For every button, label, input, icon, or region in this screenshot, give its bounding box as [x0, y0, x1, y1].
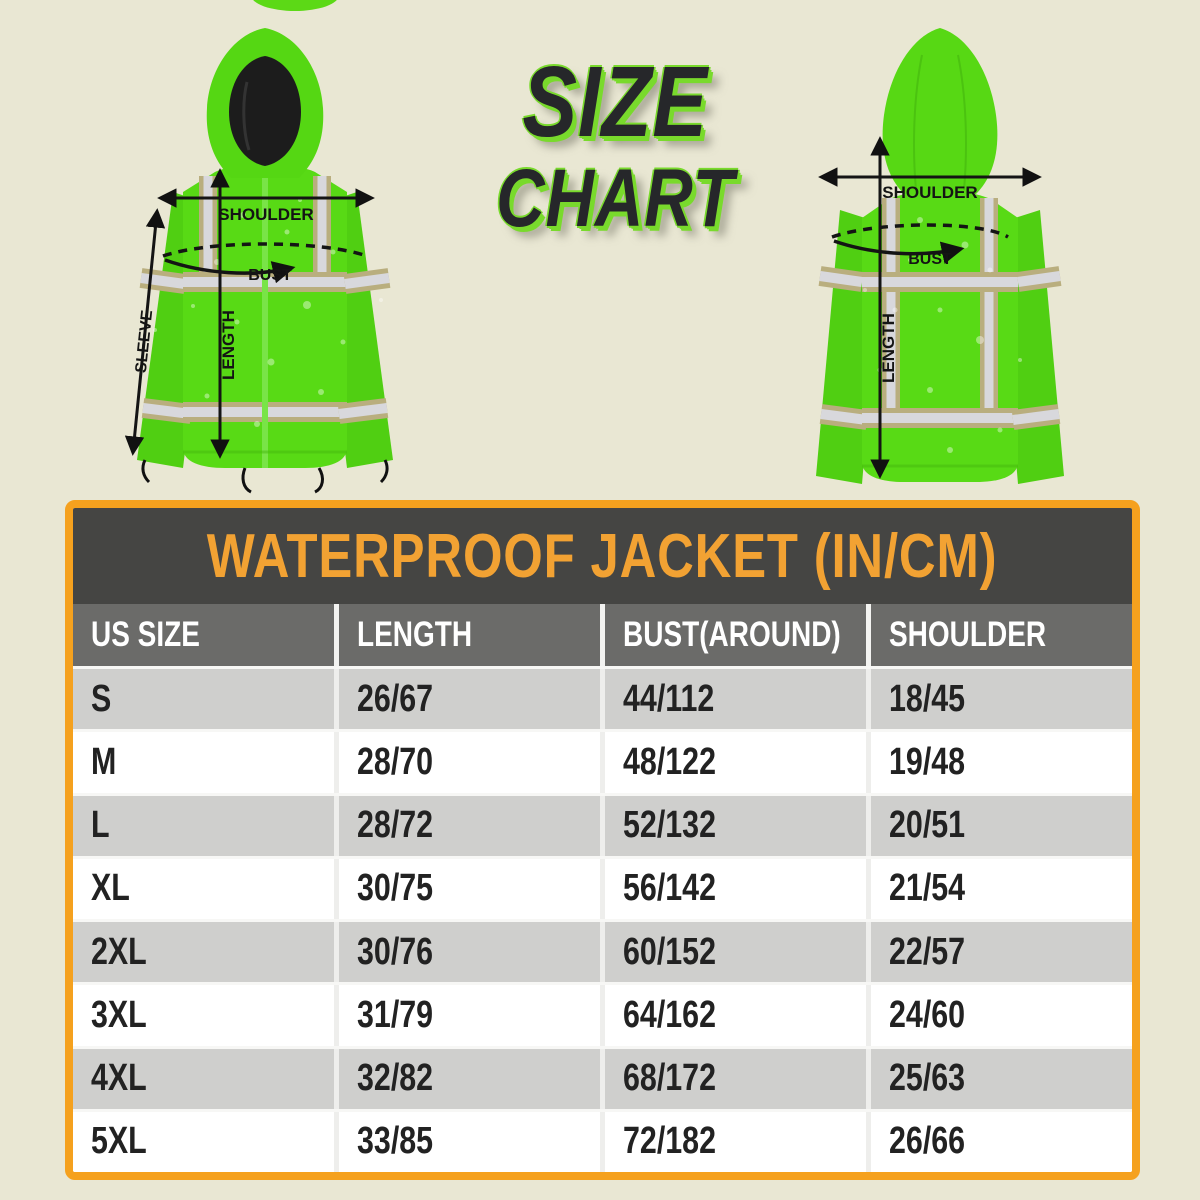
front-length-label: LENGTH [219, 310, 238, 380]
back-bust-measure-ellipse [831, 223, 1009, 239]
back-jacket-illustration: SHOULDER BUST LENGTH [816, 28, 1064, 484]
table-row-3xl: 3XL 31/79 64/162 24/60 [73, 982, 1132, 1046]
table-row-s: S 26/67 44/112 18/45 [73, 666, 1132, 730]
size-table-title-bar: WATERPROOF JACKET (IN/CM) [73, 508, 1132, 604]
size-table-body: S 26/67 44/112 18/45 M 28/70 48/122 19/4… [73, 666, 1132, 1172]
back-bust-label: BUST [908, 251, 952, 268]
table-cell: 4XL [91, 1057, 147, 1100]
column-header-us-size: US SIZE [91, 615, 200, 654]
table-cell: 20/51 [866, 795, 1132, 856]
front-shoulder-label: SHOULDER [218, 205, 313, 224]
table-cell: 52/132 [600, 795, 866, 856]
table-cell: XL [91, 867, 130, 910]
title-line-size: SIZE [522, 46, 708, 158]
table-cell: M [91, 740, 117, 783]
back-shoulder-label: SHOULDER [882, 183, 977, 202]
table-cell: 26/66 [866, 1111, 1132, 1172]
title-line-chart: CHART [495, 153, 735, 244]
table-cell: 28/70 [334, 732, 600, 793]
front-sleeve-label: SLEEVE [133, 309, 157, 374]
column-header-length: LENGTH [334, 604, 600, 666]
table-cell: 24/60 [866, 985, 1132, 1046]
table-cell: 48/122 [600, 732, 866, 793]
table-cell: 30/75 [334, 858, 600, 919]
table-cell: S [91, 677, 112, 720]
table-cell: 31/79 [334, 985, 600, 1046]
table-cell: 33/85 [334, 1111, 600, 1172]
back-length-label: LENGTH [879, 313, 898, 383]
column-header-bust: BUST(AROUND) [600, 604, 866, 666]
back-jacket-body [816, 28, 1064, 484]
table-cell: 21/54 [866, 858, 1132, 919]
table-cell: 44/112 [600, 669, 866, 730]
size-table-title: WATERPROOF JACKET (IN/CM) [207, 521, 998, 591]
front-jacket-body [137, 28, 393, 494]
table-cell: 56/142 [600, 858, 866, 919]
size-table: WATERPROOF JACKET (IN/CM) US SIZE LENGTH… [65, 500, 1140, 1180]
table-cell: 19/48 [866, 732, 1132, 793]
front-jacket-illustration: SHOULDER BUST SLEEVE LENGTH [124, 0, 393, 494]
table-cell: 5XL [91, 1120, 147, 1163]
table-cell: 3XL [91, 993, 147, 1036]
table-cell: 60/152 [600, 922, 866, 983]
table-cell: 30/76 [334, 922, 600, 983]
front-bust-measure-ellipse [162, 242, 368, 258]
table-row-l: L 28/72 52/132 20/51 [73, 792, 1132, 856]
table-cell: 68/172 [600, 1048, 866, 1109]
table-row-2xl: 2XL 30/76 60/152 22/57 [73, 919, 1132, 983]
table-cell: 18/45 [866, 669, 1132, 730]
column-header-shoulder: SHOULDER [866, 604, 1132, 666]
table-row-4xl: 4XL 32/82 68/172 25/63 [73, 1045, 1132, 1109]
table-row-5xl: 5XL 33/85 72/182 26/66 [73, 1108, 1132, 1172]
table-cell: 25/63 [866, 1048, 1132, 1109]
table-cell: 28/72 [334, 795, 600, 856]
table-row-m: M 28/70 48/122 19/48 [73, 729, 1132, 793]
hood-tip-decoration [253, 0, 337, 11]
back-bust-measure-arrow [833, 239, 965, 264]
table-row-xl: XL 30/75 56/142 21/54 [73, 855, 1132, 919]
front-bust-label: BUST [248, 267, 292, 284]
table-cell: 72/182 [600, 1111, 866, 1172]
table-cell: 26/67 [334, 669, 600, 730]
table-cell: 32/82 [334, 1048, 600, 1109]
front-sleeve-measure-arrow [124, 208, 166, 456]
table-cell: 2XL [91, 930, 147, 973]
table-cell: L [91, 804, 110, 847]
table-cell: 64/162 [600, 985, 866, 1046]
size-chart-title: SIZE CHART [440, 52, 790, 240]
table-cell: 22/57 [866, 922, 1132, 983]
size-table-header-row: US SIZE LENGTH BUST(AROUND) SHOULDER [73, 604, 1132, 666]
